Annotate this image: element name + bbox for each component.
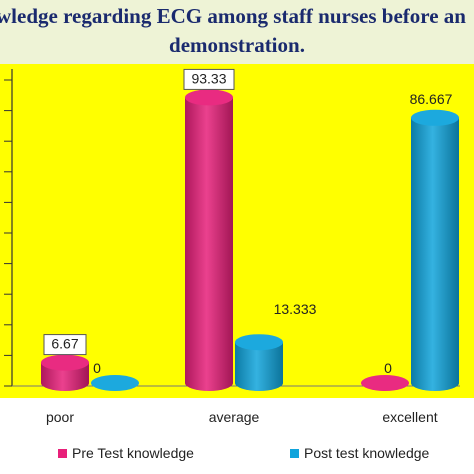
data-label-box — [43, 334, 87, 356]
bar-body — [411, 117, 459, 391]
x-tick-label: poor — [46, 409, 74, 425]
legend-swatch — [290, 449, 299, 458]
bar-top — [361, 375, 409, 391]
data-label: 93.33 — [191, 70, 226, 86]
chart-title: wledge regarding ECG among staff nurses … — [0, 0, 474, 64]
bar-body — [235, 342, 283, 391]
legend-item-post: Post test knowledge — [290, 445, 430, 461]
data-label: 86.667 — [410, 91, 453, 107]
legend-label: Pre Test knowledge — [72, 445, 194, 461]
bar-pre-average — [185, 89, 233, 391]
bar-top — [235, 334, 283, 351]
bar-chart: 6.67 93.33 0 0 13.333 86.667 poor average excel… — [0, 64, 474, 474]
bar-top — [185, 89, 233, 106]
legend-label: Post test knowledge — [304, 445, 430, 461]
data-label-box — [183, 68, 235, 90]
chart-title-line-1: wledge regarding ECG among staff nurses … — [0, 4, 466, 28]
data-label: 6.67 — [51, 336, 78, 352]
bar-body — [41, 362, 89, 391]
data-label: 0 — [384, 360, 392, 376]
x-tick-label: average — [209, 409, 260, 425]
legend-swatch — [58, 449, 67, 458]
bar-post-excellent — [411, 109, 459, 391]
chart-title-line-2: demonstration. — [169, 33, 305, 57]
bar-pre-poor — [41, 354, 89, 391]
bar-pre-excellent — [361, 375, 409, 391]
x-tick-label: excellent — [382, 409, 437, 425]
data-label: 0 — [93, 360, 101, 376]
data-label: 13.333 — [274, 301, 317, 317]
bar-top — [411, 109, 459, 126]
bar-top — [91, 375, 139, 391]
bar-post-average — [235, 334, 283, 391]
legend-item-pre: Pre Test knowledge — [58, 445, 194, 461]
bar-body — [185, 97, 233, 391]
bar-post-poor — [91, 375, 139, 391]
bar-top — [41, 354, 89, 371]
